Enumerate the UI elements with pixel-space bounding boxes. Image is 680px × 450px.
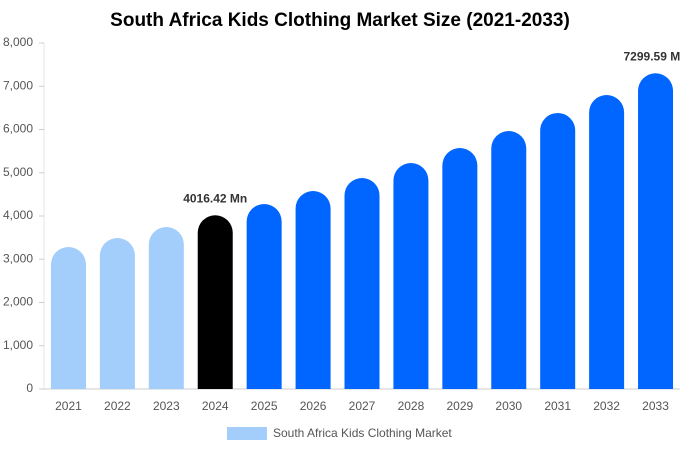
legend-label: South Africa Kids Clothing Market [273, 426, 452, 440]
y-tick-label: 5,000 [3, 165, 33, 179]
x-tick-label: 2023 [153, 399, 180, 413]
bar [246, 204, 282, 389]
bar [589, 94, 625, 389]
value-label: 7299.59 Mn [624, 49, 680, 63]
y-tick-label: 2,000 [3, 295, 33, 309]
y-tick-label: 7,000 [3, 78, 33, 92]
bar [442, 148, 478, 389]
bar [344, 177, 380, 389]
bar [295, 191, 331, 389]
x-tick-label: 2031 [544, 399, 571, 413]
bar [491, 131, 527, 390]
bar [197, 215, 233, 389]
y-tick-label: 0 [26, 381, 33, 395]
bar [99, 238, 135, 389]
y-tick-label: 1,000 [3, 338, 33, 352]
bar [393, 163, 429, 389]
x-tick-label: 2024 [202, 399, 229, 413]
x-tick-label: 2021 [55, 399, 82, 413]
bar [148, 226, 184, 389]
y-tick-label: 6,000 [3, 122, 33, 136]
bar [50, 247, 86, 389]
legend-swatch [227, 427, 267, 440]
chart-title: South Africa Kids Clothing Market Size (… [110, 10, 570, 31]
x-tick-label: 2028 [398, 399, 425, 413]
y-tick-label: 4,000 [3, 208, 33, 222]
x-tick-label: 2033 [642, 399, 669, 413]
x-tick-label: 2022 [104, 399, 131, 413]
x-tick-label: 2030 [495, 399, 522, 413]
x-tick-label: 2032 [593, 399, 620, 413]
bar [638, 73, 674, 390]
y-tick-label: 3,000 [3, 251, 33, 265]
bar [540, 112, 576, 389]
x-tick-label: 2026 [300, 399, 327, 413]
value-label: 4016.42 Mn [183, 191, 247, 205]
x-tick-label: 2027 [349, 399, 376, 413]
x-tick-label: 2025 [251, 399, 278, 413]
x-tick-label: 2029 [446, 399, 473, 413]
y-tick-label: 8,000 [3, 35, 33, 49]
